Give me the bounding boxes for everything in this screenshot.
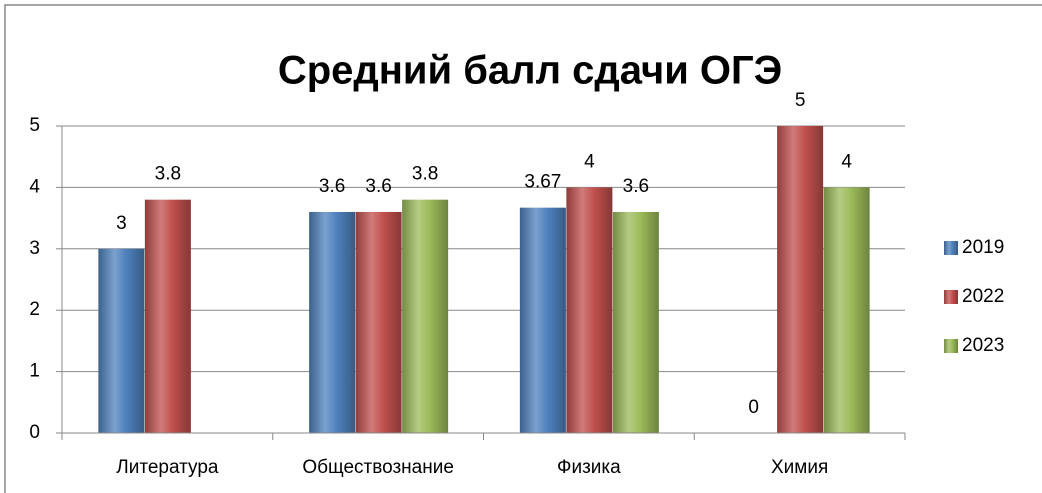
legend-label: 2023: [962, 335, 1004, 356]
bar: [98, 248, 145, 433]
legend-label: 2022: [962, 286, 1004, 307]
y-tick-label: 4: [29, 176, 40, 197]
data-label: 0: [748, 397, 759, 418]
data-label: 4: [841, 151, 852, 172]
bar: [612, 211, 659, 433]
data-label: 5: [795, 90, 806, 111]
legend-swatch: [944, 290, 958, 304]
y-tick-label: 3: [29, 238, 40, 259]
y-tick-label: 1: [29, 361, 40, 382]
bar: [777, 126, 824, 433]
data-label: 4: [584, 151, 595, 172]
y-tick-label: 2: [29, 299, 40, 320]
x-tick-label: Литература: [116, 457, 219, 478]
bar: [309, 211, 356, 433]
x-tick-label: Физика: [557, 457, 621, 478]
x-tick-label: Химия: [771, 457, 828, 478]
bar: [519, 207, 566, 433]
y-tick-label: 5: [29, 115, 40, 136]
data-label: 3.67: [524, 172, 561, 193]
y-tick-label: 0: [29, 422, 40, 443]
data-label: 3: [116, 213, 127, 234]
data-label: 3.8: [412, 164, 438, 185]
legend-swatch: [944, 241, 958, 255]
data-label: 3.6: [319, 176, 345, 197]
bar: [144, 199, 191, 433]
chart-title: Средний балл сдачи ОГЭ: [278, 49, 782, 93]
bar: [823, 187, 870, 433]
x-tick-label: Обществознание: [302, 457, 454, 478]
bar: [402, 199, 449, 433]
legend-swatch: [944, 339, 958, 353]
bar: [355, 211, 402, 433]
data-label: 3.6: [365, 176, 391, 197]
legend-label: 2019: [962, 237, 1004, 258]
data-label: 3.8: [155, 164, 181, 185]
data-label: 3.6: [623, 176, 649, 197]
bar: [566, 187, 613, 433]
